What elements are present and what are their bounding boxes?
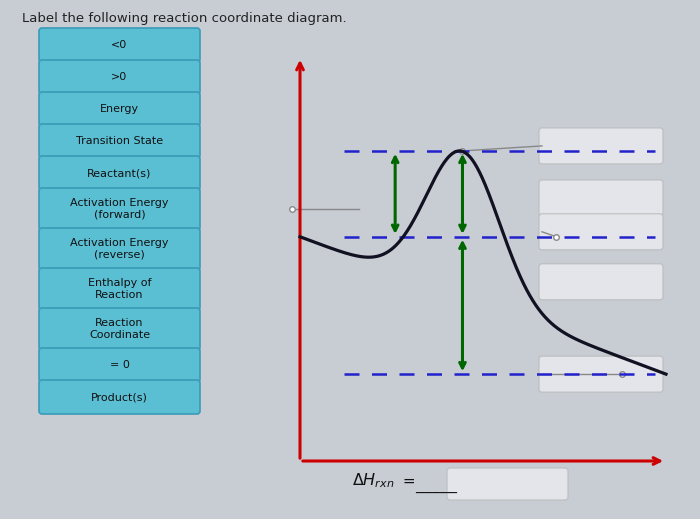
Text: =: =	[398, 473, 416, 488]
FancyBboxPatch shape	[39, 92, 200, 126]
FancyBboxPatch shape	[39, 28, 200, 62]
FancyBboxPatch shape	[539, 128, 663, 164]
FancyBboxPatch shape	[539, 264, 663, 300]
Text: ______: ______	[415, 480, 457, 494]
Text: <0: <0	[111, 40, 127, 50]
FancyBboxPatch shape	[539, 356, 663, 392]
FancyBboxPatch shape	[39, 124, 200, 158]
Text: Energy: Energy	[100, 104, 139, 114]
Text: Enthalpy of
Reaction: Enthalpy of Reaction	[88, 278, 151, 300]
FancyBboxPatch shape	[39, 156, 200, 190]
FancyBboxPatch shape	[39, 348, 200, 382]
FancyBboxPatch shape	[39, 380, 200, 414]
FancyBboxPatch shape	[39, 228, 200, 270]
FancyBboxPatch shape	[39, 188, 200, 230]
Text: Product(s): Product(s)	[91, 392, 148, 402]
Text: Label the following reaction coordinate diagram.: Label the following reaction coordinate …	[22, 12, 346, 25]
Text: Reactant(s): Reactant(s)	[88, 168, 152, 178]
FancyBboxPatch shape	[39, 60, 200, 94]
FancyBboxPatch shape	[539, 214, 663, 250]
FancyBboxPatch shape	[539, 180, 663, 216]
FancyBboxPatch shape	[39, 308, 200, 350]
Text: Transition State: Transition State	[76, 136, 163, 146]
Text: Reaction
Coordinate: Reaction Coordinate	[89, 318, 150, 340]
Text: = 0: = 0	[110, 360, 130, 370]
Text: Activation Energy
(reverse): Activation Energy (reverse)	[70, 238, 169, 260]
FancyBboxPatch shape	[447, 468, 568, 500]
FancyBboxPatch shape	[39, 268, 200, 310]
Text: $\Delta H_{rxn}$: $\Delta H_{rxn}$	[352, 472, 395, 490]
Text: Activation Energy
(forward): Activation Energy (forward)	[70, 198, 169, 220]
Text: >0: >0	[111, 72, 127, 82]
